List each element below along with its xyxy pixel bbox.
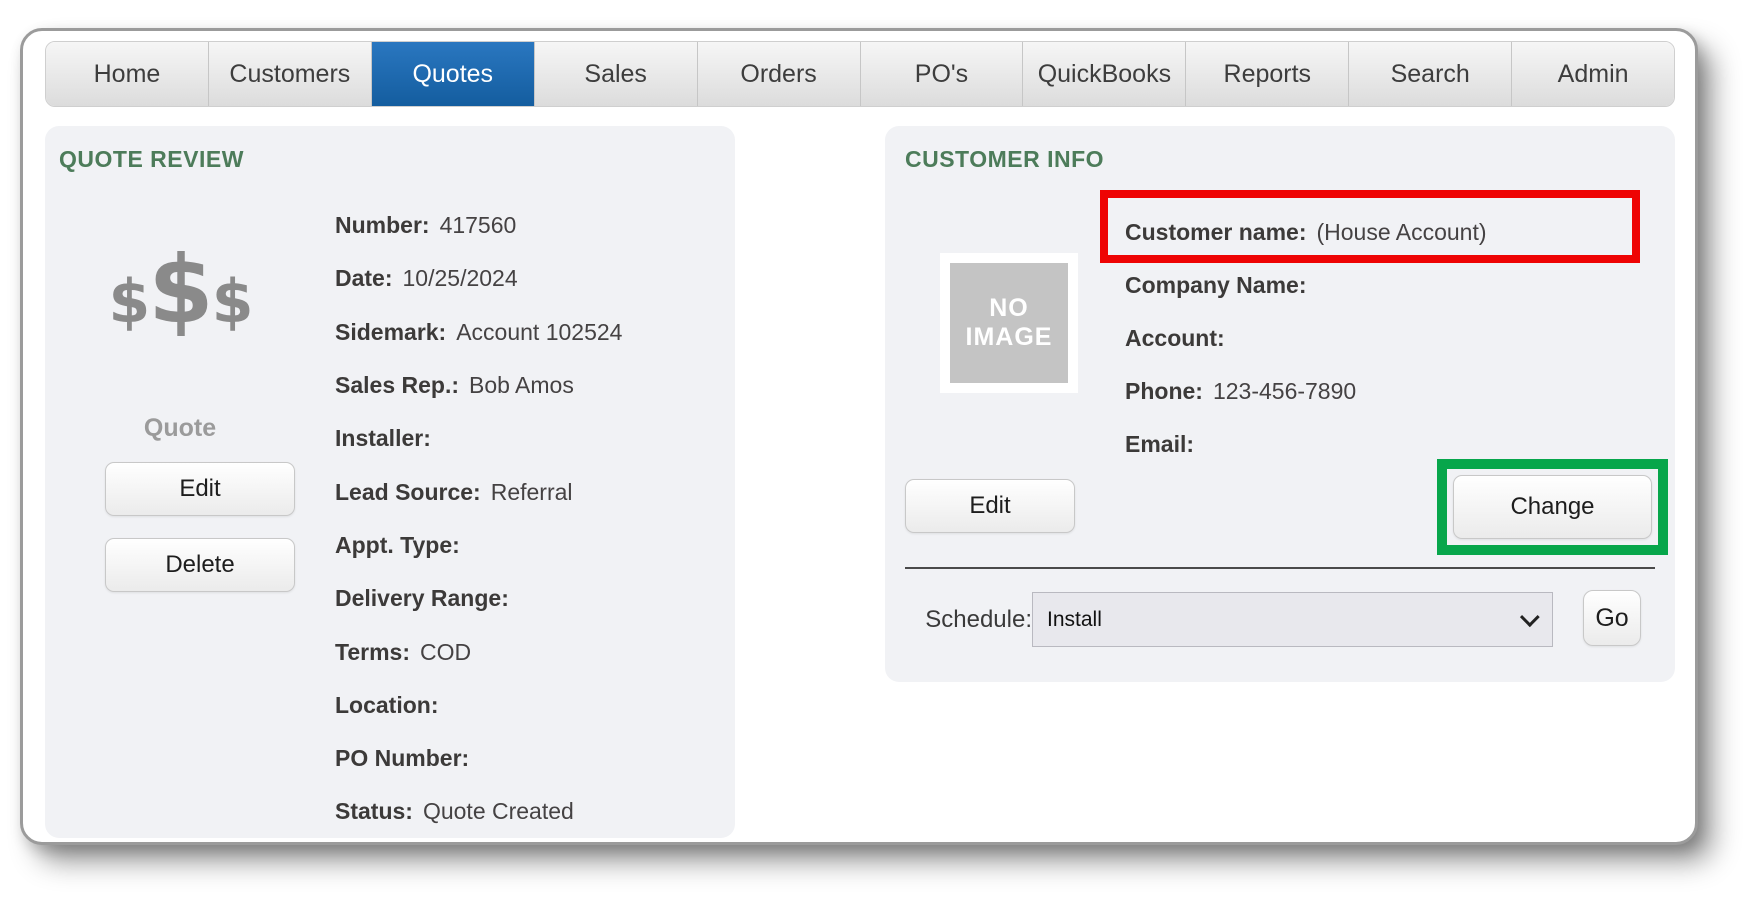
field-label: Phone: <box>1125 378 1203 404</box>
quote-fields-list: Number: 417560 Date: 10/25/2024 Sidemark… <box>335 199 725 839</box>
field-row-customer-name: Customer name: (House Account) <box>1125 206 1665 259</box>
customer-photo-placeholder: NO IMAGE <box>940 253 1078 393</box>
app-window: Home Customers Quotes Sales Orders PO's … <box>20 28 1698 845</box>
field-label: Company Name: <box>1125 272 1307 298</box>
field-row-status: Status: Quote Created <box>335 785 725 838</box>
quote-review-title: QUOTE REVIEW <box>59 146 244 172</box>
tab-quickbooks[interactable]: QuickBooks <box>1023 42 1187 106</box>
tab-admin[interactable]: Admin <box>1512 42 1674 106</box>
schedule-label: Schedule: <box>925 605 1032 633</box>
field-value: Referral <box>490 478 573 505</box>
field-value: Quote Created <box>422 798 574 825</box>
field-value: (House Account) <box>1316 219 1487 245</box>
quote-edit-button[interactable]: Edit <box>105 462 295 516</box>
field-row-number: Number: 417560 <box>335 199 725 252</box>
dollar-large-center: $ <box>148 236 213 345</box>
quote-delete-button[interactable]: Delete <box>105 538 295 592</box>
tab-home[interactable]: Home <box>46 42 209 106</box>
field-row-installer: Installer: <box>335 412 725 465</box>
field-label: Terms: <box>335 638 410 665</box>
tab-customers[interactable]: Customers <box>208 42 372 106</box>
field-value: 123-456-7890 <box>1212 378 1357 404</box>
customer-change-button[interactable]: Change <box>1453 475 1652 539</box>
field-value: Bob Amos <box>469 372 574 399</box>
customer-info-panel: CUSTOMER INFO NO IMAGE Customer name: (H… <box>885 126 1675 682</box>
customer-info-title: CUSTOMER INFO <box>905 146 1105 172</box>
field-label: Customer name: <box>1125 219 1307 245</box>
field-row-lead-source: Lead Source: Referral <box>335 465 725 518</box>
tab-reports[interactable]: Reports <box>1186 42 1350 106</box>
customer-edit-button[interactable]: Edit <box>905 479 1075 533</box>
field-label: Status: <box>335 798 413 825</box>
field-label: Number: <box>335 212 430 239</box>
no-image-icon: NO IMAGE <box>950 263 1068 383</box>
dollar-signs-icon: $$$ <box>45 244 315 338</box>
schedule-select[interactable]: Install <box>1032 592 1553 647</box>
field-row-sidemark: Sidemark: Account 102524 <box>335 306 725 359</box>
field-value: 417560 <box>439 212 517 239</box>
field-row-email: Email: <box>1125 418 1665 471</box>
section-divider <box>905 567 1655 569</box>
field-label: Email: <box>1125 431 1195 457</box>
quote-review-panel: QUOTE REVIEW $$$ Quote Edit Delete Numbe… <box>45 126 735 838</box>
field-label: Delivery Range: <box>335 585 509 612</box>
field-label: Appt. Type: <box>335 531 460 558</box>
schedule-go-button[interactable]: Go <box>1583 590 1641 646</box>
tab-orders[interactable]: Orders <box>697 42 861 106</box>
field-value: COD <box>420 638 472 665</box>
main-nav-tabbar: Home Customers Quotes Sales Orders PO's … <box>45 41 1675 107</box>
schedule-selected-value: Install <box>1047 607 1102 631</box>
field-row-company-name: Company Name: <box>1125 259 1665 312</box>
field-row-appt-type: Appt. Type: <box>335 519 725 572</box>
field-label: Sidemark: <box>335 318 447 345</box>
field-label: Lead Source: <box>335 478 481 505</box>
field-value: 10/25/2024 <box>402 265 518 292</box>
field-label: Installer: <box>335 425 431 452</box>
dollar-small-right: $ <box>211 267 254 337</box>
field-label: Sales Rep.: <box>335 372 459 399</box>
tab-sales[interactable]: Sales <box>534 42 698 106</box>
field-value: Account 102524 <box>456 318 623 345</box>
dollar-small-left: $ <box>108 267 151 337</box>
chevron-down-icon <box>1519 606 1540 627</box>
field-row-po-number: PO Number: <box>335 732 725 785</box>
customer-fields-list: Customer name: (House Account) Company N… <box>1125 206 1665 471</box>
field-row-location: Location: <box>335 679 725 732</box>
field-label: Date: <box>335 265 393 292</box>
tab-quotes[interactable]: Quotes <box>371 42 535 106</box>
field-row-terms: Terms: COD <box>335 625 725 678</box>
field-label: Location: <box>335 691 439 718</box>
tab-pos[interactable]: PO's <box>860 42 1024 106</box>
field-label: PO Number: <box>335 745 470 772</box>
field-row-sales-rep: Sales Rep.: Bob Amos <box>335 359 725 412</box>
quote-icon-caption: Quote <box>143 414 217 442</box>
field-row-date: Date: 10/25/2024 <box>335 252 725 305</box>
field-row-phone: Phone: 123-456-7890 <box>1125 365 1665 418</box>
tab-search[interactable]: Search <box>1349 42 1513 106</box>
field-label: Account: <box>1125 325 1225 351</box>
field-row-account: Account: <box>1125 312 1665 365</box>
field-row-delivery-range: Delivery Range: <box>335 572 725 625</box>
